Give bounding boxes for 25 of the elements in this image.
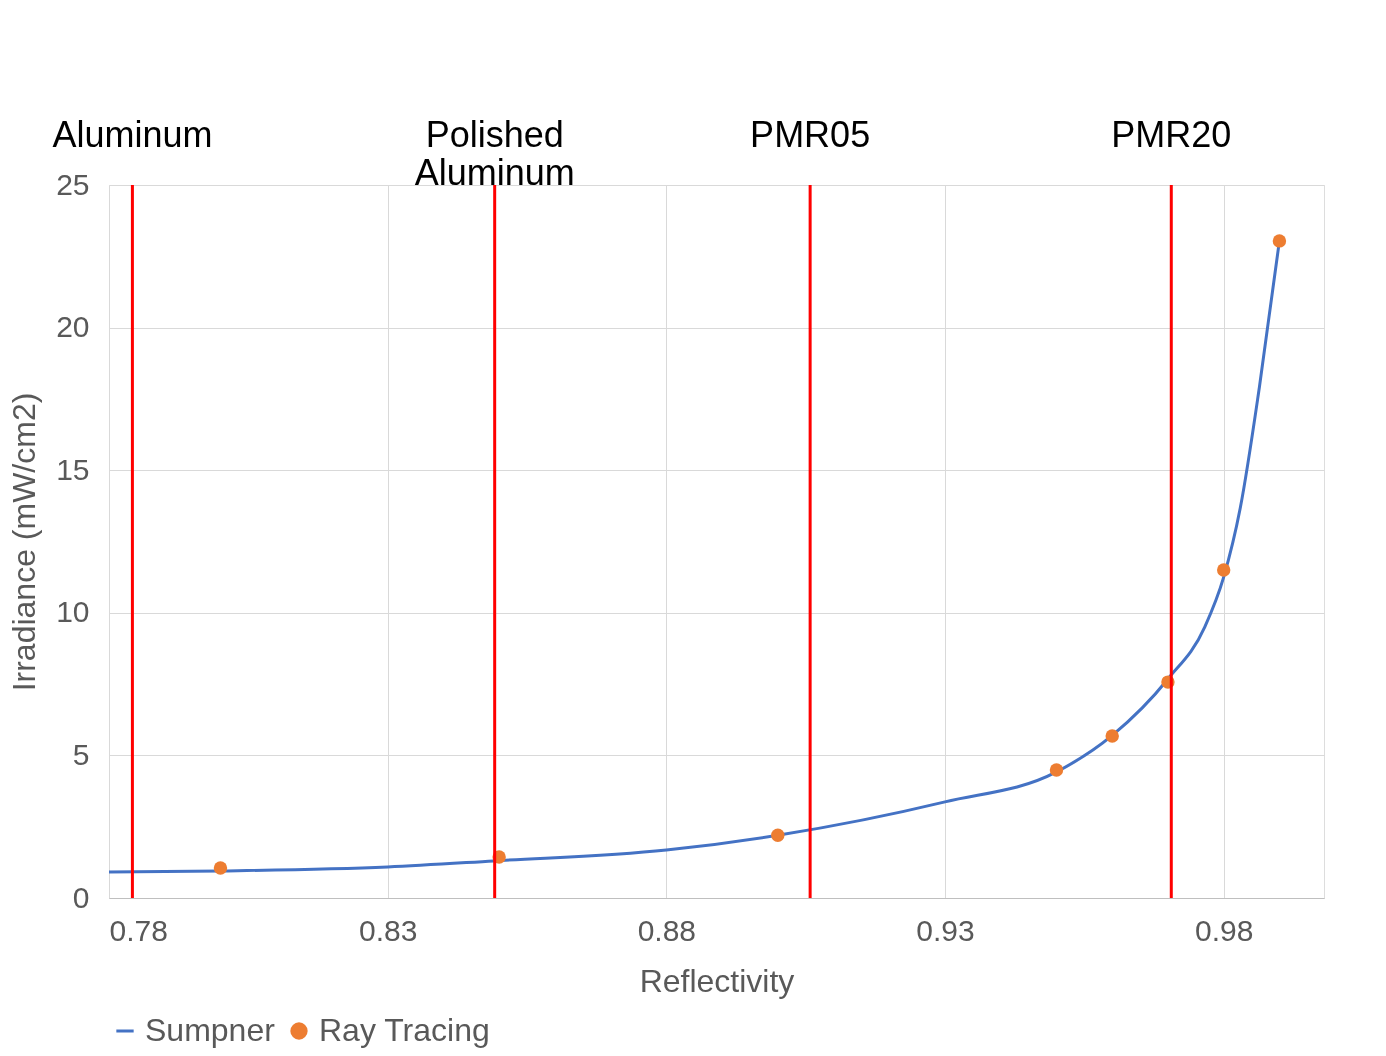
ref-line-label: Polished Aluminum <box>414 114 575 193</box>
y-tick-label: 0 <box>72 880 90 914</box>
point <box>1049 763 1064 777</box>
x-tick-label: 0.98 <box>1194 913 1254 947</box>
point <box>213 861 228 875</box>
ref-line-label: Aluminum <box>52 114 213 155</box>
point <box>1216 563 1231 577</box>
legend-label: Sumpner <box>145 1012 276 1048</box>
x-tick-label: 0.88 <box>637 913 697 947</box>
point <box>771 828 785 842</box>
x-tick-label: 0.83 <box>358 913 418 947</box>
x-axis-title: Reflectivity <box>639 962 795 999</box>
x-tick-label: 0.93 <box>916 913 975 947</box>
ref-line-label: PMR05 <box>750 114 871 155</box>
legend-label: Ray Tracing <box>319 1012 490 1048</box>
x-tick-label: 0.78 <box>109 913 168 947</box>
y-tick-label: 20 <box>56 310 90 344</box>
y-tick-label: 15 <box>56 452 90 486</box>
y-tick-label: 10 <box>56 595 90 629</box>
point <box>1272 234 1287 248</box>
y-tick-label: 25 <box>56 167 90 201</box>
y-tick-label: 5 <box>72 737 90 771</box>
y-axis-title: Irradiance (mW/cm2) <box>6 392 43 692</box>
point <box>1105 729 1119 743</box>
ref-line-label: PMR20 <box>1111 114 1232 155</box>
